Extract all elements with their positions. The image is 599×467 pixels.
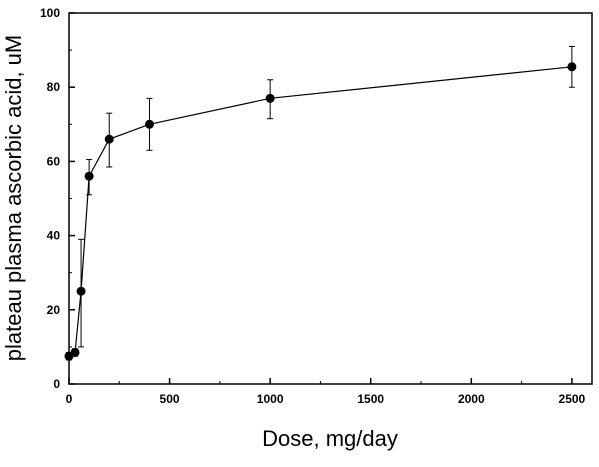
y-tick-label: 100 — [40, 6, 60, 20]
data-point — [265, 93, 275, 103]
y-tick-label: 60 — [47, 154, 61, 168]
y-tick-label: 40 — [47, 229, 61, 243]
data-point — [104, 134, 114, 144]
y-axis-label: plateau plasma ascorbic acid, uM — [1, 35, 26, 362]
data-point — [76, 286, 86, 296]
x-tick-label: 2000 — [458, 392, 485, 406]
series-line — [68, 66, 572, 357]
ticks-layer: 0 500 1000 1500 2000 2500 0 20 40 60 80 100 — [40, 6, 586, 406]
data-point — [70, 347, 80, 357]
x-axis-label: Dose, mg/day — [262, 426, 398, 451]
data-point — [84, 171, 94, 181]
y-tick-label: 80 — [47, 80, 61, 94]
line-layer — [68, 66, 572, 357]
data-point — [567, 62, 577, 72]
y-tick-label: 0 — [53, 377, 60, 391]
point-layer — [64, 62, 577, 361]
x-tick-label: 0 — [66, 392, 73, 406]
x-tick-label: 2500 — [559, 392, 586, 406]
data-point — [144, 119, 154, 129]
x-tick-label: 500 — [160, 392, 180, 406]
x-tick-label: 1000 — [257, 392, 284, 406]
x-tick-label: 1500 — [357, 392, 384, 406]
plot-frame — [68, 12, 593, 385]
y-tick-label: 20 — [47, 303, 61, 317]
